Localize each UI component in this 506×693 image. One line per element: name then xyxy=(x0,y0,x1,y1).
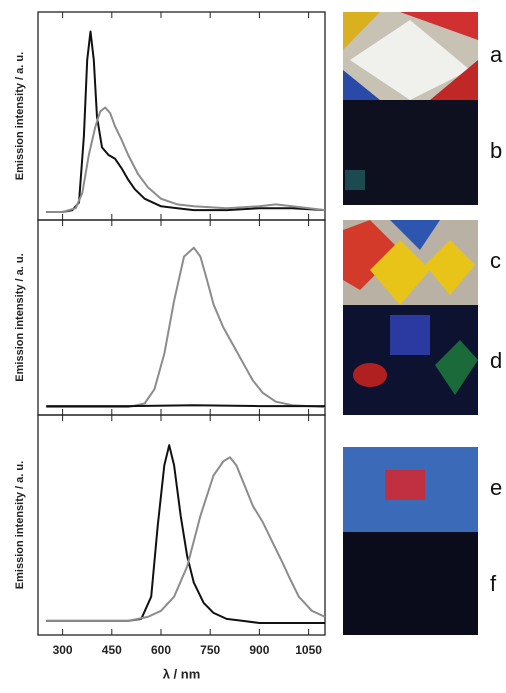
photo-label: f xyxy=(490,571,497,596)
y-axis-label: Emission intensity / a. u. xyxy=(14,461,26,589)
x-tick-label: 450 xyxy=(102,643,122,657)
plot-frame xyxy=(37,219,326,416)
x-tick-label: 750 xyxy=(200,643,220,657)
photo-a-tile xyxy=(430,60,478,100)
photo-c-tile xyxy=(370,240,430,305)
photo-c-tile xyxy=(343,220,400,290)
photo-a-tile xyxy=(400,12,478,40)
x-tick-label: 900 xyxy=(249,643,269,657)
spectrum-line xyxy=(46,444,325,624)
photo-e-spot xyxy=(385,470,425,500)
photo-b xyxy=(343,100,478,205)
x-tick-label: 300 xyxy=(53,643,73,657)
photo-label: c xyxy=(490,248,501,273)
photo-d-tile xyxy=(390,315,430,355)
photo-c-tile xyxy=(425,240,475,295)
spectrum-line xyxy=(46,246,326,408)
photo-b-tile xyxy=(345,170,365,190)
photo-f xyxy=(343,532,478,635)
spectrum-line xyxy=(46,30,326,213)
y-axis-label: Emission intensity / a. u. xyxy=(14,52,26,180)
spectrum-line xyxy=(46,456,326,622)
x-tick-label: 600 xyxy=(151,643,171,657)
photo-label: d xyxy=(490,348,502,373)
spectrum-line xyxy=(46,404,325,408)
photo-label: a xyxy=(490,42,503,67)
photo-d-tile xyxy=(435,340,478,395)
photo-c-tile xyxy=(390,220,440,250)
photo-a-tile xyxy=(343,70,380,100)
x-tick-label: 1050 xyxy=(295,643,322,657)
photos xyxy=(343,12,478,635)
y-axis-label: Emission intensity / a. u. xyxy=(14,253,26,381)
plot-frame xyxy=(37,414,326,636)
photo-a-tile xyxy=(350,20,470,100)
photo-label: e xyxy=(490,475,502,500)
x-axis-label: λ / nm xyxy=(163,666,201,681)
spectrum-line xyxy=(46,106,326,213)
photo-label: b xyxy=(490,138,502,163)
photo-a-tile xyxy=(343,12,380,50)
plot-frame xyxy=(37,11,326,221)
photo-d-spot xyxy=(353,363,387,387)
